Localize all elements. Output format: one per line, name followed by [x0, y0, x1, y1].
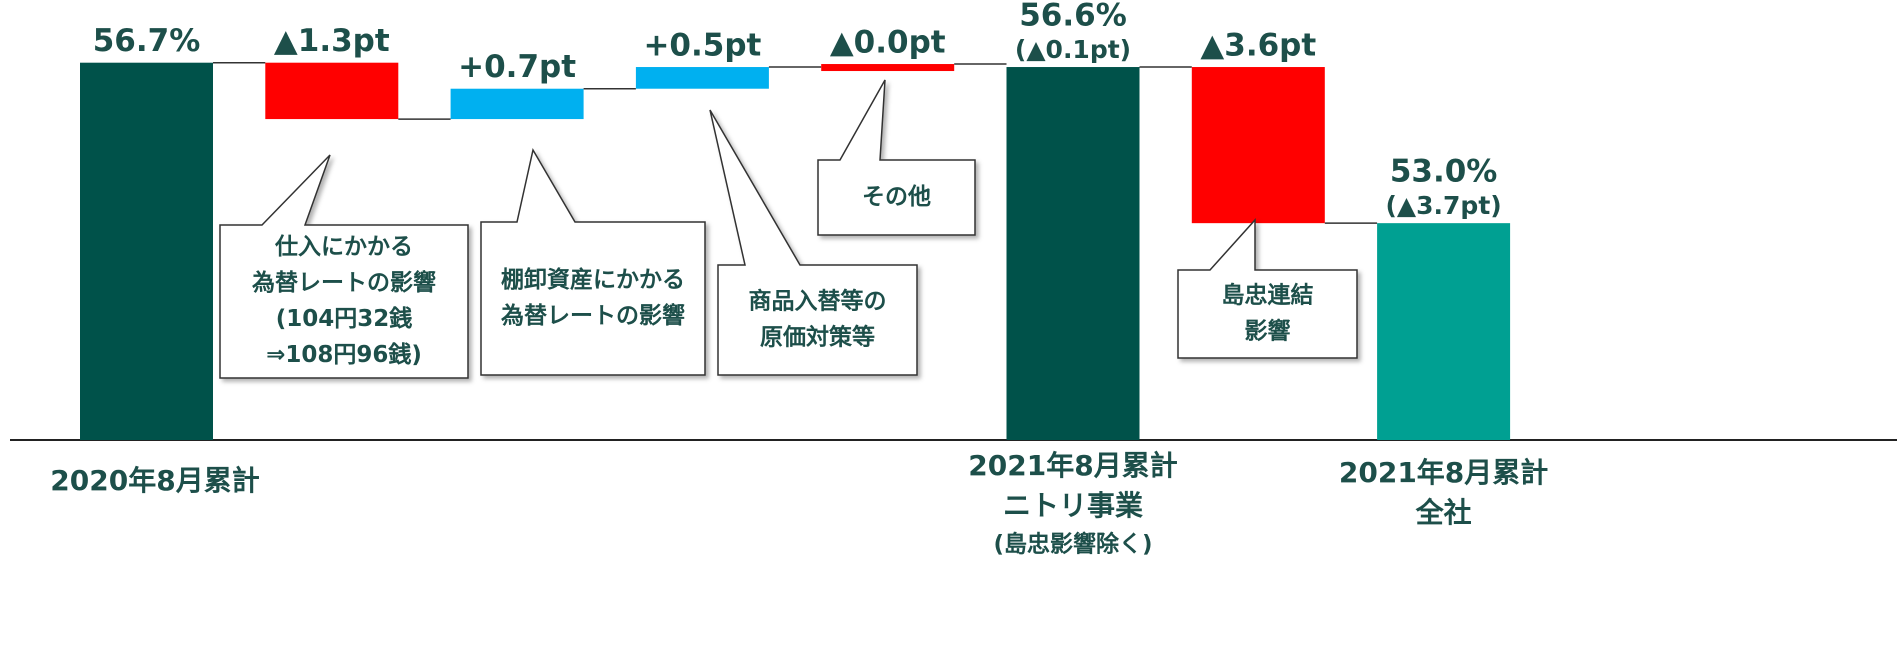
callout-text: 仕入にかかる: [274, 233, 413, 260]
callout-text: 棚卸資産にかかる: [501, 266, 685, 293]
value-label: 53.0%: [1390, 154, 1498, 190]
category-label: 2021年8月累計: [968, 449, 1177, 482]
change-label: (▲0.1pt): [1015, 35, 1131, 64]
bar: [80, 62, 213, 441]
value-label: 56.6%: [1019, 0, 1127, 34]
value-label: +0.7pt: [458, 49, 576, 85]
callout-text: 原価対策等: [760, 324, 875, 351]
value-label: ▲3.6pt: [1200, 28, 1316, 64]
callout-box: [709, 109, 918, 376]
bar: [821, 64, 955, 72]
callout-text: 為替レートの影響: [501, 302, 685, 329]
callout-box: [219, 154, 469, 379]
bar: [450, 88, 584, 120]
callout-box: [817, 79, 976, 236]
callout-text: 為替レートの影響: [252, 269, 436, 296]
value-label: ▲1.3pt: [274, 23, 390, 59]
change-label: (▲3.7pt): [1385, 191, 1501, 220]
bar: [1377, 223, 1511, 440]
callout-text: その他: [862, 184, 931, 210]
bar: [635, 67, 769, 89]
category-label: 2020年8月累計: [50, 464, 259, 497]
bar: [265, 62, 399, 120]
bar: [1006, 67, 1140, 440]
callout-text: 影響: [1245, 318, 1291, 345]
callout-text: 商品入替等の: [749, 288, 887, 315]
callout-text: ⇒108円96銭): [266, 341, 422, 368]
category-label: 全社: [1415, 496, 1472, 529]
value-label: +0.5pt: [643, 28, 761, 64]
callout-text: (104円32銭: [276, 305, 413, 332]
callout-text: 島忠連結: [1222, 282, 1314, 309]
category-label: (島忠影響除く): [993, 531, 1152, 558]
value-label: 56.7%: [93, 23, 201, 59]
callout-box: [480, 147, 706, 376]
category-label: 2021年8月累計: [1339, 456, 1548, 489]
bar: [1191, 67, 1325, 224]
callout: その他: [817, 79, 976, 236]
value-label: ▲0.0pt: [830, 25, 946, 61]
callout-box: [1177, 218, 1358, 359]
category-label: ニトリ事業: [1003, 489, 1143, 522]
